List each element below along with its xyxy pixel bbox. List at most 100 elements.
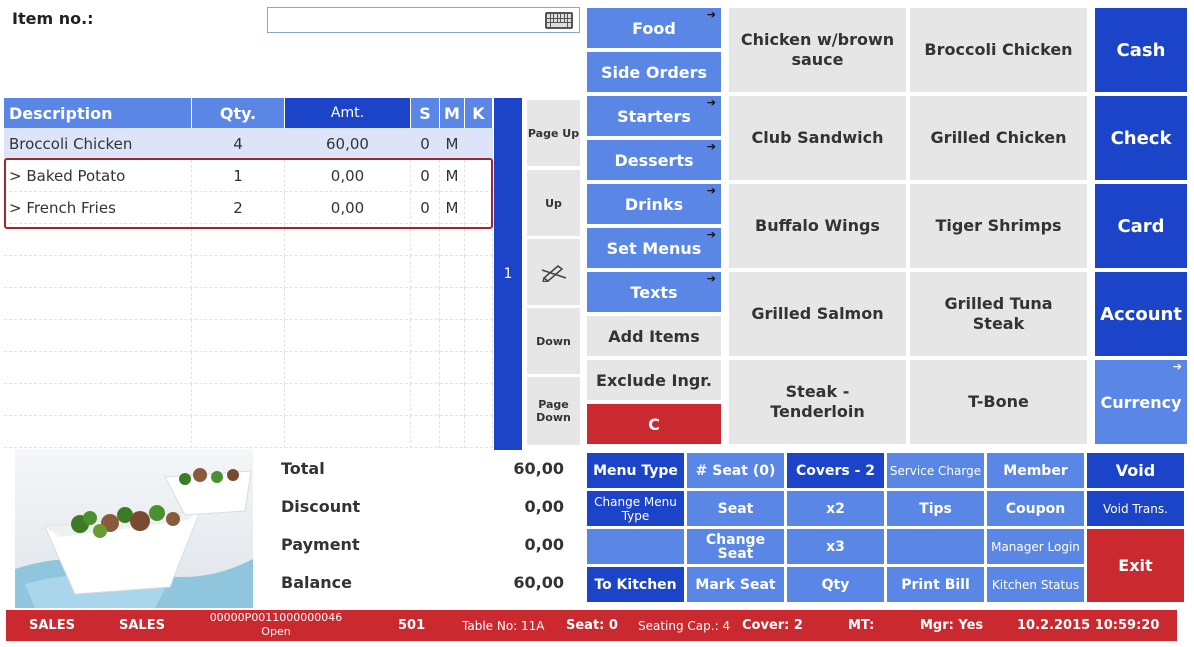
order-cell-description: > French Fries xyxy=(4,192,192,224)
down-button[interactable]: Down xyxy=(527,308,580,374)
order-cell-qty xyxy=(192,416,285,448)
empty-row xyxy=(4,384,493,416)
currency-button[interactable]: Currency ➔ xyxy=(1095,360,1187,444)
category-button-desserts[interactable]: Desserts ➔ xyxy=(587,140,721,180)
edit-button[interactable] xyxy=(527,239,580,305)
menu-item-chicken-w-brown-sauce[interactable]: Chicken w/brown sauce xyxy=(729,8,906,92)
order-cell-m: M xyxy=(440,128,465,160)
order-cell-s: 0 xyxy=(411,160,440,192)
seat-scroll-bar[interactable]: 1 xyxy=(494,98,522,450)
order-cell-description: > Baked Potato xyxy=(4,160,192,192)
category-button-food[interactable]: Food ➔ xyxy=(587,8,721,48)
member-button[interactable]: Member xyxy=(987,453,1084,488)
x2-button[interactable]: x2 xyxy=(787,491,884,526)
seat-button[interactable]: Seat xyxy=(687,491,784,526)
page-down-button[interactable]: Page Down xyxy=(527,377,580,445)
tips-button[interactable]: Tips xyxy=(887,491,984,526)
exit-button[interactable]: Exit xyxy=(1087,529,1184,602)
empty-row xyxy=(4,352,493,384)
order-table-header: Description Qty. Amt. S M K xyxy=(4,98,493,128)
order-cell-k xyxy=(465,160,493,192)
seat-count-button[interactable]: # Seat (0) xyxy=(687,453,784,488)
change-seat-button[interactable]: Change Seat xyxy=(687,529,784,564)
status-order-no: 00000P0011000000046 xyxy=(209,611,343,624)
category-button-starters[interactable]: Starters ➔ xyxy=(587,96,721,136)
service-charge-button[interactable]: Service Charge xyxy=(887,453,984,488)
qty-button[interactable]: Qty xyxy=(787,567,884,602)
card-button[interactable]: Card xyxy=(1095,184,1187,268)
cash-button[interactable]: Cash xyxy=(1095,8,1187,92)
menu-item-club-sandwich[interactable]: Club Sandwich xyxy=(729,96,906,180)
clear-button[interactable]: C xyxy=(587,404,721,444)
kitchen-status-button[interactable]: Kitchen Status xyxy=(987,567,1084,602)
pen-strike-icon xyxy=(541,265,566,282)
total-label-total: Total xyxy=(281,459,325,478)
arrow-right-icon: ➔ xyxy=(706,228,716,241)
order-row[interactable]: > French Fries 2 0,00 0 M xyxy=(4,192,493,224)
order-cell-qty: 1 xyxy=(192,160,285,192)
menu-item-grilled-salmon[interactable]: Grilled Salmon xyxy=(729,272,906,356)
print-bill-button[interactable]: Print Bill xyxy=(887,567,984,602)
category-button-add-items[interactable]: Add Items xyxy=(587,316,721,356)
order-cell-k xyxy=(465,224,493,256)
item-no-input[interactable] xyxy=(272,11,539,29)
category-label: Desserts xyxy=(614,150,694,170)
order-cell-description xyxy=(4,352,192,384)
order-cell-qty xyxy=(192,320,285,352)
change-menu-type-button[interactable]: Change Menu Type xyxy=(587,491,684,526)
order-row[interactable]: > Baked Potato 1 0,00 0 M xyxy=(4,160,493,192)
category-button-drinks[interactable]: Drinks ➔ xyxy=(587,184,721,224)
order-cell-amt xyxy=(285,416,411,448)
arrow-right-icon: ➔ xyxy=(1172,360,1182,373)
item-no-field[interactable] xyxy=(267,7,580,33)
menu-item-buffalo-wings[interactable]: Buffalo Wings xyxy=(729,184,906,268)
category-button-exclude-ingr[interactable]: Exclude Ingr. xyxy=(587,360,721,400)
order-cell-s xyxy=(411,320,440,352)
menu-item-t-bone[interactable]: T-Bone xyxy=(910,360,1087,444)
void-button[interactable]: Void xyxy=(1087,453,1184,488)
arrow-right-icon: ➔ xyxy=(706,184,716,197)
blank-function-button[interactable] xyxy=(887,529,984,564)
account-button[interactable]: Account xyxy=(1095,272,1187,356)
menu-item-tiger-shrimps[interactable]: Tiger Shrimps xyxy=(910,184,1087,268)
status-terminal: 501 xyxy=(398,618,426,633)
to-kitchen-button[interactable]: To Kitchen xyxy=(587,567,684,602)
void-trans-button[interactable]: Void Trans. xyxy=(1087,491,1184,526)
category-label: Exclude Ingr. xyxy=(596,370,712,390)
menu-item-grilled-tuna-steak[interactable]: Grilled Tuna Steak xyxy=(910,272,1087,356)
order-cell-description xyxy=(4,384,192,416)
category-button-texts[interactable]: Texts ➔ xyxy=(587,272,721,312)
order-cell-qty xyxy=(192,288,285,320)
covers-button[interactable]: Covers - 2 xyxy=(787,453,884,488)
manager-login-button[interactable]: Manager Login xyxy=(987,529,1084,564)
menu-item-grilled-chicken[interactable]: Grilled Chicken xyxy=(910,96,1087,180)
order-cell-k xyxy=(465,288,493,320)
x3-button[interactable]: x3 xyxy=(787,529,884,564)
blank-function-button[interactable] xyxy=(587,529,684,564)
up-button[interactable]: Up xyxy=(527,170,580,236)
status-table: Table No: 11A xyxy=(462,618,545,633)
mark-seat-button[interactable]: Mark Seat xyxy=(687,567,784,602)
status-mode-1: SALES xyxy=(29,618,75,633)
keyboard-icon[interactable] xyxy=(545,12,573,29)
category-label: Food xyxy=(632,18,676,38)
order-cell-k xyxy=(465,352,493,384)
order-cell-k xyxy=(465,256,493,288)
order-cell-description xyxy=(4,224,192,256)
category-button-set-menus[interactable]: Set Menus ➔ xyxy=(587,228,721,268)
page-up-button[interactable]: Page Up xyxy=(527,100,580,166)
order-cell-qty xyxy=(192,384,285,416)
order-row[interactable]: Broccoli Chicken 4 60,00 0 M xyxy=(4,128,493,160)
empty-row xyxy=(4,256,493,288)
total-value-discount: 0,00 xyxy=(524,497,564,516)
total-label-balance: Balance xyxy=(281,573,352,592)
check-button[interactable]: Check xyxy=(1095,96,1187,180)
order-cell-m: M xyxy=(440,160,465,192)
menu-item-steak-tenderloin[interactable]: Steak - Tenderloin xyxy=(729,360,906,444)
total-label-discount: Discount xyxy=(281,497,361,516)
menu-item-broccoli-chicken[interactable]: Broccoli Chicken xyxy=(910,8,1087,92)
category-button-side-orders[interactable]: Side Orders xyxy=(587,52,721,92)
menu-type-button[interactable]: Menu Type xyxy=(587,453,684,488)
coupon-button[interactable]: Coupon xyxy=(987,491,1084,526)
order-cell-qty xyxy=(192,224,285,256)
